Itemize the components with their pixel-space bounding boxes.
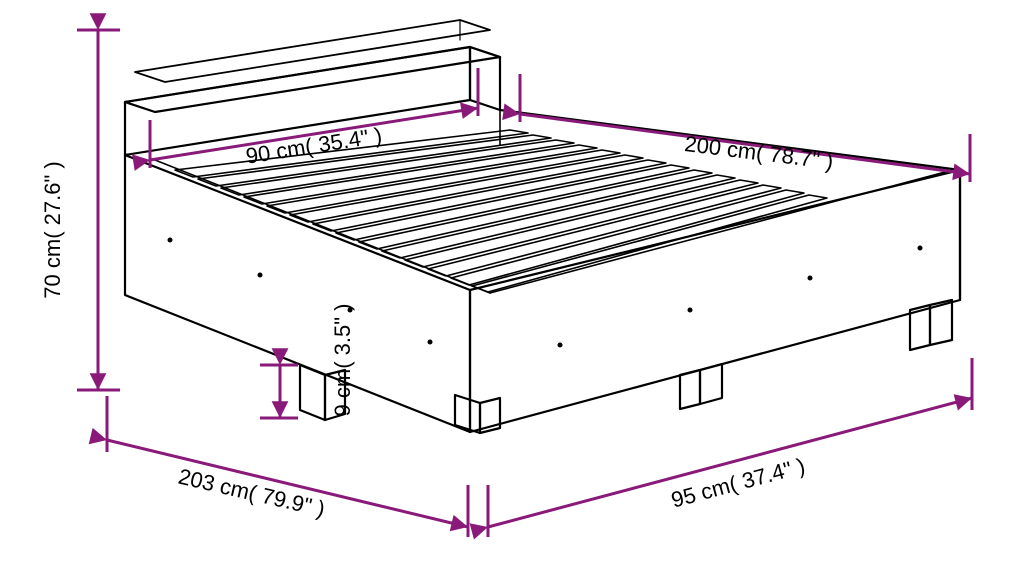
bed-dimension-diagram: 70 cm( 27.6" ) 90 cm( 35.4" ) 200 cm( 78… <box>0 0 1020 561</box>
dim-height <box>77 30 120 390</box>
label-inner-length: 200 cm( 78.7" ) <box>683 131 835 174</box>
dim-outer-width <box>488 358 972 537</box>
bed-frame-drawing <box>125 20 960 433</box>
label-outer-length: 203 cm( 79.9" ) <box>176 464 327 522</box>
bed-legs <box>300 300 952 433</box>
dim-leg-height <box>260 365 298 418</box>
dim-inner-length <box>520 74 970 182</box>
label-leg-height: 9 cm( 3.5" ) <box>330 304 355 417</box>
label-height: 70 cm( 27.6" ) <box>40 161 65 298</box>
